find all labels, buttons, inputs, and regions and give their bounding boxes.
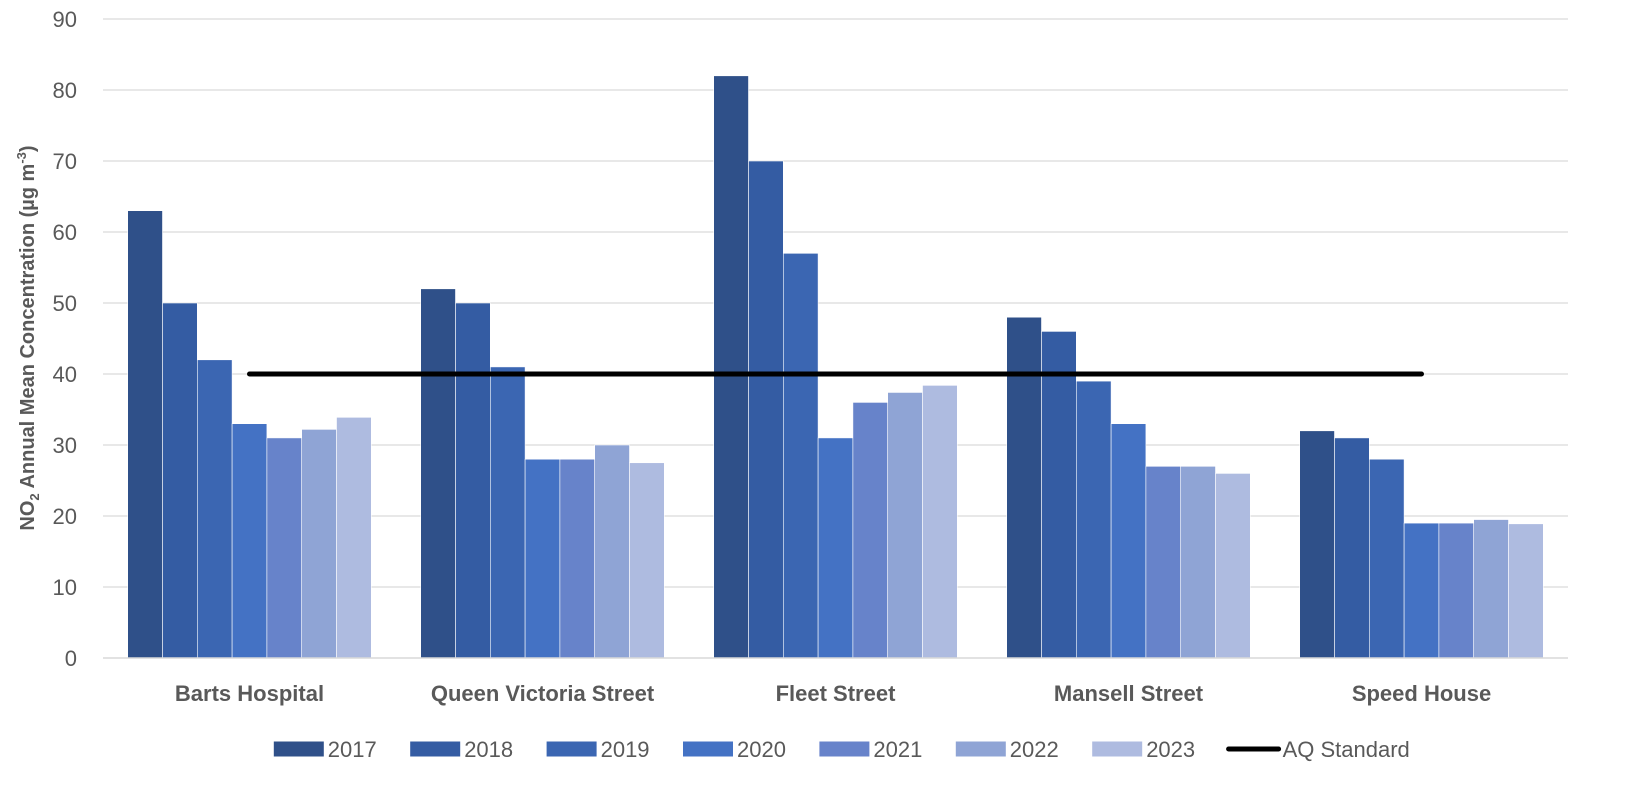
y-axis-label-prefix: NO bbox=[17, 501, 39, 531]
bar-2018-mansell-street bbox=[1041, 331, 1077, 659]
bar-2022-fleet-street bbox=[887, 392, 923, 659]
legend-swatch bbox=[273, 741, 324, 757]
legend-label: 2021 bbox=[873, 737, 922, 762]
bar-2017-barts-hospital bbox=[127, 210, 163, 659]
y-axis-label-superscript: -3 bbox=[14, 152, 29, 164]
legend-label: 2019 bbox=[601, 737, 650, 762]
x-tick-label: Speed House bbox=[1352, 681, 1491, 706]
legend-swatch bbox=[1092, 741, 1143, 757]
legend-swatch bbox=[410, 741, 461, 757]
bar-2023-queen-victoria-street bbox=[629, 462, 665, 659]
bar-2022-mansell-street bbox=[1180, 465, 1216, 659]
bar-2017-mansell-street bbox=[1006, 316, 1042, 659]
y-axis-label: NO2 Annual Mean Concentration (µg m-3) bbox=[14, 145, 42, 530]
bar-2020-mansell-street bbox=[1110, 423, 1147, 659]
y-tick-label: 20 bbox=[53, 504, 77, 529]
legend-label: AQ Standard bbox=[1283, 737, 1410, 762]
y-tick-label: 0 bbox=[65, 646, 77, 671]
bar-2021-barts-hospital bbox=[266, 437, 302, 659]
bar-2019-speed-house bbox=[1369, 458, 1405, 659]
legend: 2017 2018 2019 2020 2021 2022 2023 AQ Standard bbox=[273, 737, 1410, 762]
x-tick-label: Mansell Street bbox=[1054, 681, 1204, 706]
legend-swatch bbox=[546, 741, 597, 757]
bar-2021-queen-victoria-street bbox=[559, 458, 596, 659]
bar-2018-queen-victoria-street bbox=[455, 302, 491, 659]
y-axis-label-suffix: ) bbox=[17, 145, 39, 152]
legend-item-2022: 2022 bbox=[955, 737, 1059, 762]
bar-2022-queen-victoria-street bbox=[594, 444, 630, 659]
bar-2020-fleet-street bbox=[817, 437, 854, 659]
bar-2020-speed-house bbox=[1403, 522, 1440, 659]
bar-2017-fleet-street bbox=[713, 75, 749, 659]
y-tick-label: 60 bbox=[53, 220, 77, 245]
y-tick-label: 30 bbox=[53, 433, 77, 458]
bar-2023-barts-hospital bbox=[336, 417, 372, 659]
bar-2017-queen-victoria-street bbox=[420, 288, 456, 659]
legend-label: 2017 bbox=[328, 737, 377, 762]
bar-2023-fleet-street bbox=[922, 385, 958, 659]
bar-2023-mansell-street bbox=[1215, 473, 1251, 659]
bar-2017-speed-house bbox=[1299, 430, 1335, 659]
legend-label: 2018 bbox=[464, 737, 513, 762]
y-tick-label: 10 bbox=[53, 575, 77, 600]
legend-swatch bbox=[683, 741, 733, 757]
bar-2021-fleet-street bbox=[852, 402, 889, 659]
y-tick-label: 80 bbox=[53, 78, 77, 103]
x-tick-label: Fleet Street bbox=[776, 681, 896, 706]
bar-2022-speed-house bbox=[1473, 519, 1509, 659]
legend-swatch bbox=[819, 741, 870, 757]
y-tick-label: 40 bbox=[53, 362, 77, 387]
bar-2019-queen-victoria-street bbox=[489, 366, 526, 659]
y-tick-label: 90 bbox=[53, 7, 77, 32]
bar-2019-mansell-street bbox=[1076, 380, 1112, 659]
legend-item-2023: 2023 bbox=[1092, 737, 1195, 762]
bar-2023-speed-house bbox=[1508, 523, 1544, 659]
x-axis: Barts Hospital Queen Victoria Street Fleet… bbox=[103, 657, 1568, 706]
legend-item-2021: 2021 bbox=[819, 737, 922, 762]
legend-label: 2023 bbox=[1146, 737, 1195, 762]
legend-item-2018: 2018 bbox=[410, 737, 513, 762]
y-tick-label: 70 bbox=[53, 149, 77, 174]
bar-2019-fleet-street bbox=[782, 253, 819, 659]
legend-item-2017: 2017 bbox=[273, 737, 377, 762]
bar-2022-barts-hospital bbox=[301, 429, 337, 659]
y-axis: 0 10 20 30 40 50 60 70 80 90 bbox=[53, 7, 77, 671]
bar-2019-barts-hospital bbox=[197, 359, 233, 659]
bar-2020-barts-hospital bbox=[231, 423, 268, 659]
legend-label: 2022 bbox=[1010, 737, 1059, 762]
legend-label: 2020 bbox=[737, 737, 786, 762]
y-axis-label-subscript: 2 bbox=[27, 493, 42, 500]
bar-2018-speed-house bbox=[1334, 437, 1370, 659]
bar-2021-mansell-street bbox=[1145, 465, 1182, 659]
x-tick-label: Barts Hospital bbox=[175, 681, 324, 706]
legend-item-aq-standard: AQ Standard bbox=[1226, 737, 1410, 762]
y-axis-label-middle: Annual Mean Concentration (µg m bbox=[17, 164, 39, 494]
bar-2021-speed-house bbox=[1438, 522, 1475, 659]
bar-2018-fleet-street bbox=[748, 160, 784, 659]
bars bbox=[127, 75, 1544, 659]
bar-2018-barts-hospital bbox=[162, 302, 198, 659]
legend-item-2020: 2020 bbox=[683, 737, 786, 762]
x-tick-label: Queen Victoria Street bbox=[431, 681, 655, 706]
legend-item-2019: 2019 bbox=[546, 737, 650, 762]
bar-2020-queen-victoria-street bbox=[524, 458, 561, 659]
y-tick-label: 50 bbox=[53, 291, 77, 316]
legend-swatch bbox=[955, 741, 1006, 757]
